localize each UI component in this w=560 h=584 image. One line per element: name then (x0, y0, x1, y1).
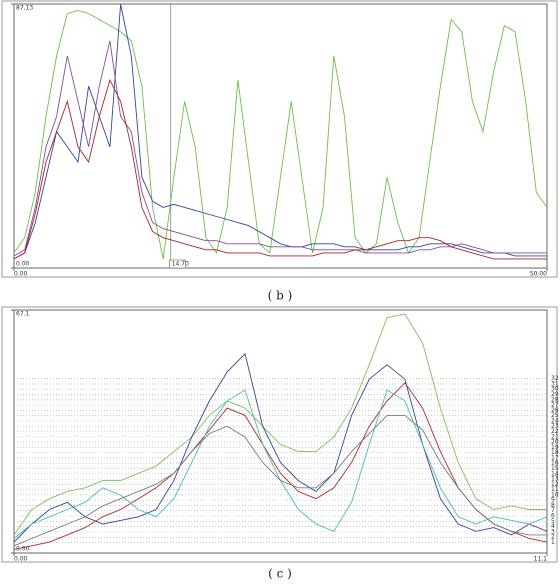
y2-tick-label: 25 (551, 412, 559, 419)
x-tick-label: 0.00 (14, 556, 28, 563)
y2-tick-label: 13 (551, 476, 559, 483)
caption: ( b ) (268, 289, 293, 303)
y2-tick-label: 31 (551, 380, 559, 387)
y2-tick-label: 21 (551, 433, 559, 440)
y2-tick-label: 7 (551, 507, 555, 514)
y2-tick-label: 15 (551, 465, 559, 472)
x-tick-label: 50.00 (530, 271, 547, 278)
x-tick-label: 11.1 (534, 556, 548, 563)
y2-tick-label: 19 (551, 444, 559, 451)
caption: ( c ) (268, 567, 292, 581)
data-line (13, 352, 548, 543)
y2-tick-label: 11 (551, 486, 559, 493)
data-line (13, 78, 547, 260)
data-line (13, 40, 547, 257)
data-line (13, 4, 547, 260)
data-line (13, 414, 547, 547)
y2-tick-label: 5 (551, 518, 555, 525)
y2-tick-label: 14 (551, 470, 559, 477)
y2-tick-label: 1 (551, 539, 555, 546)
y2-tick-label: 29 (551, 391, 559, 398)
y2-tick-label: 8 (551, 502, 555, 509)
y2-tick-label: 17 (551, 454, 559, 461)
cursor-label: 14.70 (172, 261, 189, 268)
y2-tick-label: 32 (551, 375, 559, 382)
y2-tick-label: 28 (551, 396, 559, 403)
y2-tick-label: 9 (551, 497, 555, 504)
y2-tick-label: 23 (551, 423, 559, 430)
y2-tick-label: 22 (551, 428, 559, 435)
x-tick-label: 0.00 (14, 271, 28, 278)
y-tick-label: 87.13 (16, 5, 33, 12)
y2-tick-label: 26 (551, 407, 559, 414)
y-tick-label: 0.00 (16, 546, 30, 553)
data-line (13, 313, 547, 536)
cursor-label-box (169, 259, 186, 269)
y2-tick-label: 12 (551, 481, 559, 488)
y2-tick-label: 18 (551, 449, 559, 456)
plot-area (13, 3, 548, 269)
y-tick-label: 0.00 (16, 261, 30, 268)
y-tick-label: 67.1 (16, 311, 30, 318)
y2-tick-label: 20 (551, 439, 559, 446)
data-line (13, 10, 548, 259)
y2-tick-label: 16 (551, 460, 559, 467)
y2-tick-label: 24 (551, 417, 559, 424)
y2-tick-label: 27 (551, 402, 559, 409)
y2-tick-label: 30 (551, 386, 559, 393)
y2-tick-label: 4 (551, 523, 555, 530)
y2-tick-label: 10 (551, 491, 559, 498)
y2-tick-label: 3 (551, 528, 555, 535)
y2-tick-label: 2 (551, 534, 555, 541)
y2-tick-label: 6 (551, 513, 555, 520)
